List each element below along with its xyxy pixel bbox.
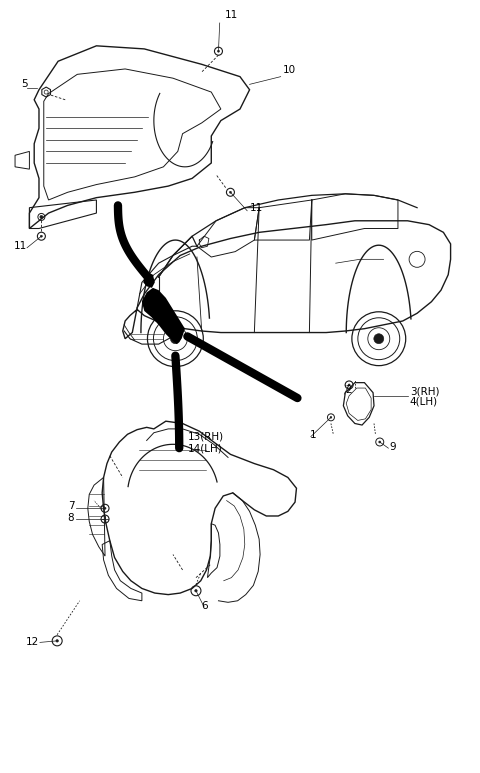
Circle shape: [229, 191, 231, 193]
Circle shape: [379, 441, 381, 443]
Text: 1: 1: [310, 430, 316, 440]
Text: 13(RH): 13(RH): [187, 431, 224, 441]
Circle shape: [56, 639, 59, 642]
Circle shape: [195, 590, 197, 592]
Text: 9: 9: [389, 441, 396, 451]
Circle shape: [40, 216, 43, 219]
Circle shape: [330, 417, 332, 418]
Text: 4(LH): 4(LH): [410, 397, 438, 407]
Circle shape: [40, 235, 42, 237]
Text: 3(RH): 3(RH): [410, 386, 439, 396]
Text: 8: 8: [68, 512, 74, 523]
Circle shape: [170, 334, 180, 344]
Circle shape: [374, 334, 384, 344]
Text: 2: 2: [345, 386, 352, 395]
Text: 12: 12: [25, 638, 39, 648]
Text: 10: 10: [283, 66, 296, 76]
Polygon shape: [144, 272, 155, 288]
Text: 14(LH): 14(LH): [187, 443, 222, 453]
Text: 6: 6: [201, 601, 207, 611]
Circle shape: [104, 507, 106, 509]
Text: 7: 7: [68, 501, 74, 511]
Circle shape: [348, 384, 350, 386]
Text: 11: 11: [225, 10, 238, 20]
Circle shape: [217, 50, 219, 53]
Text: 11: 11: [14, 241, 27, 251]
Text: 5: 5: [21, 80, 27, 90]
Polygon shape: [142, 288, 185, 344]
Text: 11: 11: [250, 203, 263, 213]
